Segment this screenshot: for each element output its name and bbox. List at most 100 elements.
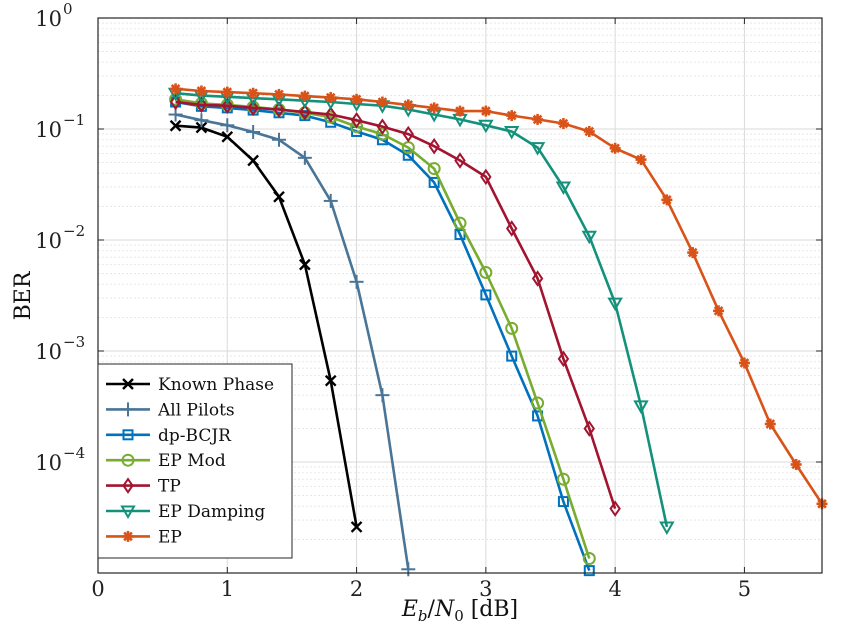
x-tick-label: 2 — [350, 577, 363, 601]
legend-item: All Pilots — [106, 400, 235, 420]
legend: Known Phase All Pilots dp-BCJR EP Mod TP EP D… — [97, 363, 293, 559]
data-point-marker — [555, 181, 572, 196]
data-point-marker — [790, 458, 802, 470]
data-point-marker — [738, 357, 750, 369]
data-point-marker — [195, 121, 208, 134]
data-point-marker — [402, 99, 414, 111]
data-point-marker — [221, 86, 233, 98]
data-point-marker — [428, 137, 440, 155]
data-point-marker — [247, 99, 259, 117]
data-point-marker — [272, 132, 286, 147]
legend-item: EP Mod — [106, 451, 226, 471]
data-point-marker — [273, 88, 285, 100]
x-label-zero: 0 — [454, 607, 464, 625]
x-tick-label: 5 — [738, 577, 751, 601]
legend-label: All Pilots — [157, 400, 235, 420]
data-point-marker — [581, 230, 598, 245]
legend-label: EP Mod — [158, 451, 226, 471]
x-label-b: b — [418, 607, 428, 625]
data-point-marker — [454, 229, 466, 241]
legend-label: TP — [158, 477, 181, 497]
data-point-marker — [506, 350, 518, 362]
y-tick-label: 10 — [35, 451, 62, 475]
y-axis-label: BER — [11, 270, 36, 320]
x-label-n: N — [434, 597, 455, 622]
y-tick-exponent: −3 — [63, 333, 85, 351]
y-tick-exponent: 0 — [63, 0, 73, 18]
data-point-marker — [531, 396, 545, 410]
data-point-marker — [221, 130, 234, 143]
series-line — [175, 113, 410, 570]
data-point-marker — [120, 505, 136, 520]
data-point-marker — [659, 521, 675, 535]
data-point-marker — [349, 274, 364, 289]
x-label-e: E — [401, 597, 418, 622]
data-point-marker — [350, 111, 363, 129]
data-point-marker — [121, 453, 135, 467]
data-point-marker — [247, 154, 259, 167]
data-point-marker — [428, 102, 440, 114]
data-point-marker — [557, 350, 570, 368]
legend-label: Known Phase — [158, 375, 274, 395]
y-tick-label: 10 — [35, 340, 62, 364]
data-point-marker — [532, 113, 544, 125]
data-point-marker — [195, 85, 207, 97]
data-point-marker — [375, 127, 389, 141]
data-point-marker — [401, 562, 416, 577]
data-point-marker — [299, 103, 311, 121]
data-point-marker — [427, 162, 441, 176]
plot-frame — [97, 17, 823, 574]
data-point-marker — [323, 193, 338, 208]
y-tick-label: 10 — [35, 229, 62, 253]
data-point-marker — [122, 429, 134, 441]
series-all-pilots — [168, 107, 416, 577]
x-tick-label: 1 — [221, 577, 234, 601]
data-point-marker — [122, 477, 134, 494]
data-point-marker — [376, 96, 388, 108]
x-axis-label: Eb/N0 [dB] — [401, 597, 518, 625]
data-point-marker — [454, 152, 466, 169]
legend-item: EP — [106, 527, 182, 547]
data-point-marker — [428, 176, 440, 188]
data-point-marker — [324, 374, 337, 387]
data-point-marker — [479, 265, 493, 279]
data-point-marker — [375, 388, 390, 403]
data-point-marker — [454, 105, 466, 117]
data-point-marker — [195, 96, 208, 114]
series-known-phase — [169, 119, 363, 533]
data-point-marker — [687, 247, 699, 259]
data-point-marker — [582, 552, 596, 566]
data-point-marker — [350, 521, 363, 533]
data-point-marker — [170, 83, 182, 95]
plot-series — [167, 83, 828, 577]
data-point-marker — [402, 149, 414, 161]
data-point-marker — [122, 378, 134, 390]
legend-item: dp-BCJR — [106, 426, 232, 446]
data-point-marker — [299, 90, 311, 102]
data-point-marker — [480, 168, 492, 186]
series-ep — [170, 83, 828, 510]
x-label-slash: / — [428, 597, 436, 622]
data-point-marker — [557, 118, 569, 130]
data-point-marker — [169, 93, 182, 111]
series-line — [175, 124, 358, 528]
data-point-marker — [297, 150, 312, 165]
data-point-marker — [609, 142, 621, 154]
y-tick-exponent: −2 — [63, 222, 85, 240]
data-point-marker — [480, 289, 492, 301]
legend-item: TP — [106, 477, 181, 497]
data-point-marker — [247, 87, 259, 99]
data-point-marker — [480, 105, 492, 117]
data-point-marker — [220, 118, 235, 133]
data-point-marker — [607, 297, 623, 312]
data-point-marker — [505, 321, 519, 335]
data-point-marker — [529, 142, 546, 156]
data-point-marker — [583, 565, 595, 577]
y-tick-label: 10 — [35, 7, 62, 31]
data-point-marker — [635, 154, 647, 166]
data-point-marker — [169, 119, 182, 132]
data-point-marker — [764, 418, 776, 430]
data-point-marker — [713, 305, 725, 317]
legend-label: EP — [158, 527, 182, 547]
